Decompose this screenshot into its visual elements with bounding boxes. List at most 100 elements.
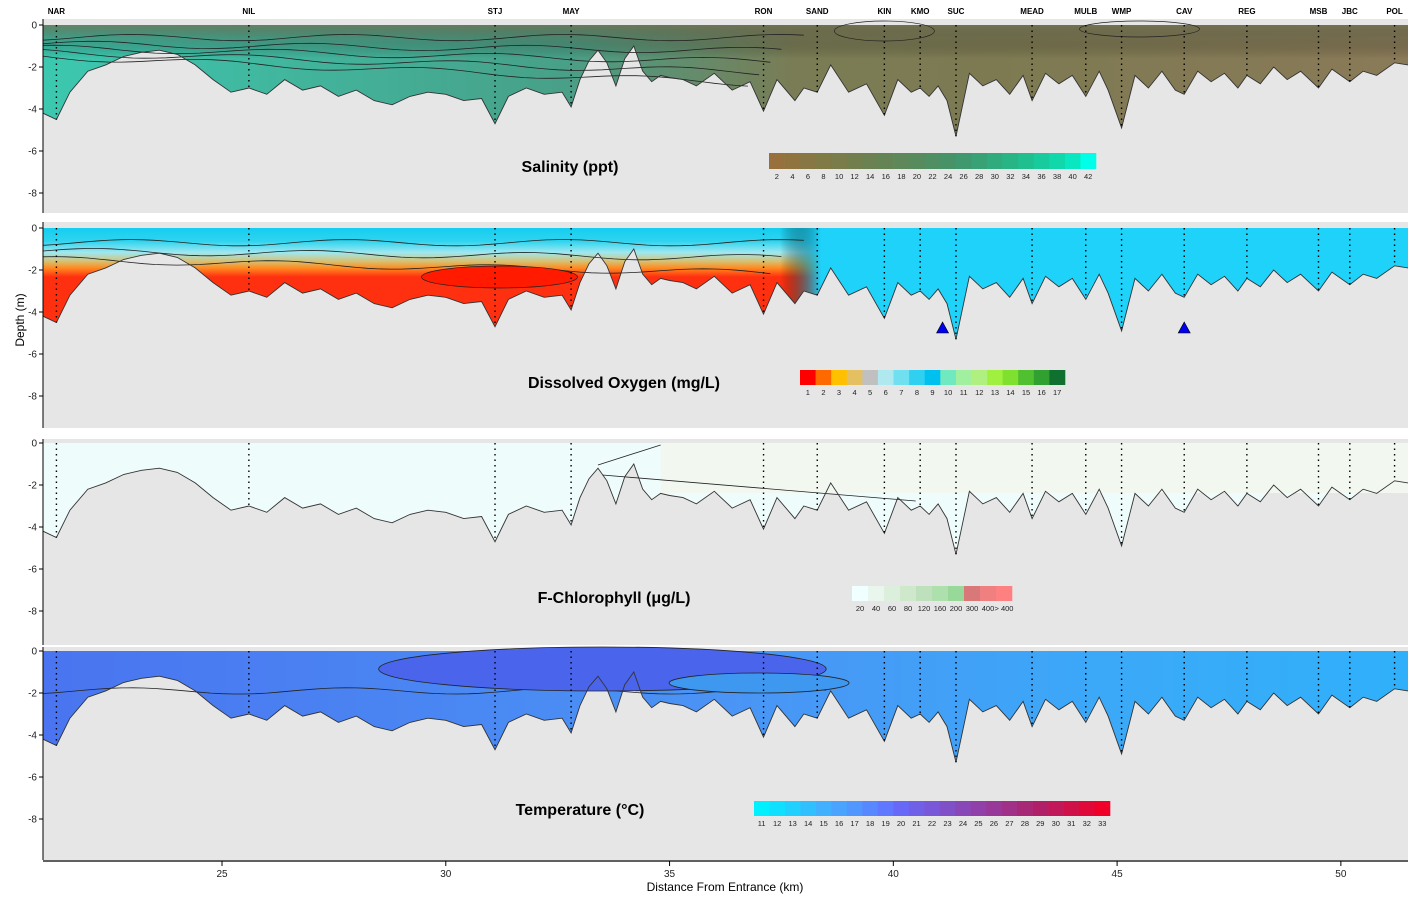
- colorbar-label: 20: [897, 819, 905, 828]
- colorbar-swatch: [909, 153, 925, 169]
- colorbar-swatch: [940, 153, 957, 169]
- colorbar-label: 4: [790, 172, 794, 181]
- colorbar-swatch: [1018, 370, 1035, 385]
- colorbar-swatch: [893, 153, 910, 169]
- colorbar-swatch: [769, 801, 786, 816]
- y-tick-label: -6: [28, 147, 37, 158]
- colorbar-label: 2: [775, 172, 779, 181]
- panel-title: Dissolved Oxygen (mg/L): [528, 375, 720, 392]
- colorbar-swatch: [996, 586, 1013, 601]
- sample-marker: [1177, 321, 1191, 334]
- y-axis-label: Depth (m): [13, 293, 27, 346]
- colorbar-swatch: [1033, 153, 1050, 169]
- y-tick-label: 0: [31, 647, 37, 658]
- panel-3: 0 -2 -4 -6 -8 F-Chlorophyll (μg/L) 20 40 60 80 120…: [28, 439, 1408, 645]
- colorbar-label: 22: [928, 172, 936, 181]
- y-tick-label: -2: [28, 481, 37, 492]
- colorbar-label: 36: [1037, 172, 1045, 181]
- colorbar-swatch: [980, 586, 997, 601]
- colorbar-swatch: [987, 370, 1003, 385]
- station-label: WMP: [1112, 7, 1132, 16]
- station-label: POL: [1386, 7, 1403, 16]
- colorbar-swatch: [1018, 153, 1034, 169]
- colorbar-label: 28: [1021, 819, 1029, 828]
- colorbar-label: 20: [856, 604, 864, 613]
- colorbar-swatch: [1064, 153, 1081, 169]
- bottom-profile-line: [42, 248, 1408, 340]
- colorbar-label: 33: [1098, 819, 1106, 828]
- y-tick-label: -8: [28, 392, 37, 403]
- colorbar-label: 40: [872, 604, 880, 613]
- colorbar-swatch: [862, 370, 879, 385]
- station-label: JBC: [1342, 7, 1358, 16]
- colorbar-swatch: [916, 586, 933, 601]
- colorbar-swatch: [924, 153, 941, 169]
- colorbar-label: 19: [881, 819, 889, 828]
- colorbar-swatch: [831, 370, 848, 385]
- colorbar-label: 12: [975, 388, 983, 397]
- colorbar-label: 160: [934, 604, 947, 613]
- colorbar-swatch: [986, 801, 1002, 816]
- contour-line: [42, 40, 782, 53]
- colorbar-swatch: [1080, 153, 1097, 169]
- colorbar-label: 120: [918, 604, 931, 613]
- colorbar-swatch: [815, 370, 832, 385]
- colorbar-label: 80: [904, 604, 912, 613]
- colorbar-swatch: [1094, 801, 1111, 816]
- station-label: NIL: [242, 7, 255, 16]
- colorbar-swatch: [784, 153, 801, 169]
- colorbar-swatch: [1032, 801, 1049, 816]
- station-label: NAR: [48, 7, 66, 16]
- bottom-profile-line: [42, 671, 1408, 763]
- colorbar-label: 13: [789, 819, 797, 828]
- contour-line: [421, 265, 578, 289]
- station-label: MSB: [1310, 7, 1328, 16]
- station-label: RON: [755, 7, 773, 16]
- colorbar-label: 31: [1067, 819, 1075, 828]
- colorbar-swatch: [971, 153, 988, 169]
- colorbar-swatch: [831, 801, 848, 816]
- colorbar-label: 1: [806, 388, 810, 397]
- station-label: MAY: [563, 7, 581, 16]
- panel-4: 0 -2 -4 -6 -8 Temperature (°C) 11 12 13 14 15 16 17 1…: [28, 647, 1408, 860]
- colorbar-label: 14: [1006, 388, 1014, 397]
- water-column-overlay: [43, 25, 1408, 137]
- y-tick-label: -4: [28, 105, 37, 116]
- x-tick-label: 40: [888, 869, 900, 880]
- colorbar-label: 30: [1052, 819, 1060, 828]
- station-label: STJ: [488, 7, 503, 16]
- contour-line: [42, 256, 771, 275]
- colorbar-swatch: [971, 370, 988, 385]
- colorbar-swatch: [800, 153, 816, 169]
- bottom-profile-line: [42, 45, 1408, 137]
- station-label: MEAD: [1020, 7, 1044, 16]
- colorbar-label: 18: [897, 172, 905, 181]
- colorbar-swatch: [862, 801, 879, 816]
- colorbar-label: 12: [773, 819, 781, 828]
- colorbar-label: 14: [804, 819, 812, 828]
- colorbar-label: 29: [1036, 819, 1044, 828]
- colorbar-swatch: [908, 801, 925, 816]
- colorbar-label: 16: [835, 819, 843, 828]
- colorbar-label: 5: [868, 388, 872, 397]
- colorbar-swatch: [893, 801, 910, 816]
- x-tick-label: 30: [440, 869, 452, 880]
- station-label: KMO: [911, 7, 930, 16]
- colorbar-swatch: [769, 153, 785, 169]
- contour-line: [1079, 20, 1200, 38]
- station-label: REG: [1238, 7, 1255, 16]
- colorbar-label: 10: [835, 172, 843, 181]
- colorbar-label: 32: [1083, 819, 1091, 828]
- colorbar-label: 2: [821, 388, 825, 397]
- x-tick-label: 25: [216, 869, 228, 880]
- colorbar-label: 16: [1037, 388, 1045, 397]
- colorbar-label: 6: [884, 388, 888, 397]
- colorbar-label: 16: [882, 172, 890, 181]
- x-tick-label: 35: [664, 869, 676, 880]
- y-tick-label: -2: [28, 63, 37, 74]
- colorbar-label: 17: [1053, 388, 1061, 397]
- colorbar-swatch: [1017, 801, 1033, 816]
- colorbar-swatch: [1049, 153, 1066, 169]
- colorbar-swatch: [846, 801, 863, 816]
